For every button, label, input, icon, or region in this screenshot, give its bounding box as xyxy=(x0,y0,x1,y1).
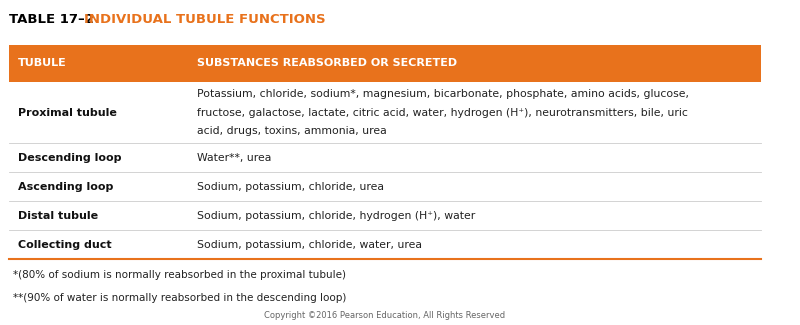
Text: *(80% of sodium is normally reabsorbed in the proximal tubule): *(80% of sodium is normally reabsorbed i… xyxy=(13,270,346,280)
Text: Sodium, potassium, chloride, urea: Sodium, potassium, chloride, urea xyxy=(197,182,384,192)
FancyBboxPatch shape xyxy=(9,201,761,230)
Text: TUBULE: TUBULE xyxy=(18,58,67,69)
Text: Sodium, potassium, chloride, hydrogen (H⁺), water: Sodium, potassium, chloride, hydrogen (H… xyxy=(197,211,475,221)
Text: Proximal tubule: Proximal tubule xyxy=(18,108,117,118)
FancyBboxPatch shape xyxy=(9,172,761,201)
Text: TABLE 17–2: TABLE 17–2 xyxy=(9,13,103,26)
FancyBboxPatch shape xyxy=(9,82,761,143)
Text: Sodium, potassium, chloride, water, urea: Sodium, potassium, chloride, water, urea xyxy=(197,240,422,250)
FancyBboxPatch shape xyxy=(9,230,761,259)
Text: INDIVIDUAL TUBULE FUNCTIONS: INDIVIDUAL TUBULE FUNCTIONS xyxy=(84,13,326,26)
Text: Ascending loop: Ascending loop xyxy=(18,182,114,192)
Text: Distal tubule: Distal tubule xyxy=(18,211,98,221)
Text: **(90% of water is normally reabsorbed in the descending loop): **(90% of water is normally reabsorbed i… xyxy=(13,293,346,303)
Text: Copyright ©2016 Pearson Education, All Rights Reserved: Copyright ©2016 Pearson Education, All R… xyxy=(264,311,506,320)
Text: SUBSTANCES REABSORBED OR SECRETED: SUBSTANCES REABSORBED OR SECRETED xyxy=(197,58,457,69)
Text: Potassium, chloride, sodium*, magnesium, bicarbonate, phosphate, amino acids, gl: Potassium, chloride, sodium*, magnesium,… xyxy=(197,89,689,99)
Text: Water**, urea: Water**, urea xyxy=(197,153,271,163)
Text: fructose, galactose, lactate, citric acid, water, hydrogen (H⁺), neurotransmitte: fructose, galactose, lactate, citric aci… xyxy=(197,108,688,118)
Text: acid, drugs, toxins, ammonia, urea: acid, drugs, toxins, ammonia, urea xyxy=(197,126,386,136)
Text: Descending loop: Descending loop xyxy=(18,153,122,163)
FancyBboxPatch shape xyxy=(9,143,761,172)
Text: Collecting duct: Collecting duct xyxy=(18,240,112,250)
FancyBboxPatch shape xyxy=(9,45,761,82)
